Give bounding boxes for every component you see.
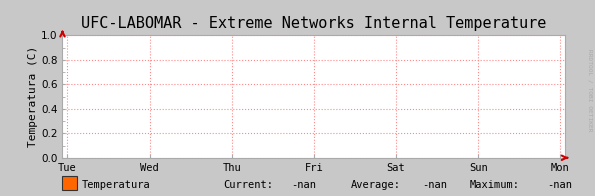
Text: -nan: -nan: [547, 180, 572, 190]
Text: -nan: -nan: [292, 180, 317, 190]
Text: RRDTOOL / TOBI OETIKER: RRDTOOL / TOBI OETIKER: [588, 49, 593, 131]
Text: Current:: Current:: [223, 180, 273, 190]
Title: UFC-LABOMAR - Extreme Networks Internal Temperature: UFC-LABOMAR - Extreme Networks Internal …: [81, 16, 547, 31]
Text: Average:: Average:: [351, 180, 401, 190]
Y-axis label: Temperatura (C): Temperatura (C): [29, 46, 38, 147]
Text: Temperatura: Temperatura: [82, 180, 151, 190]
Text: Maximum:: Maximum:: [470, 180, 520, 190]
Text: -nan: -nan: [422, 180, 447, 190]
